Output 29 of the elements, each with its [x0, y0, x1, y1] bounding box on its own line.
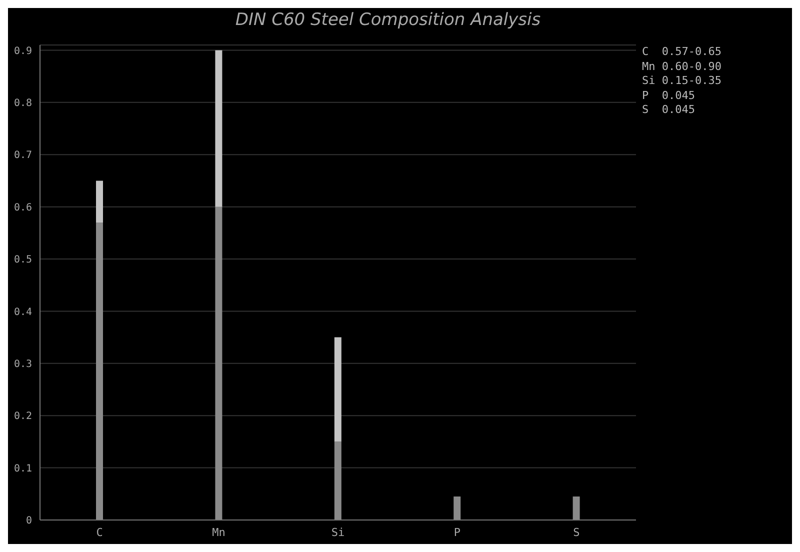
x-tick-label: S [573, 526, 580, 539]
text: Si 0.15-0.35 [642, 74, 722, 88]
chart-title: DIN C60 Steel Composition Analysis [234, 10, 542, 30]
bar [96, 222, 103, 520]
y-tick-label: 0.2 [14, 411, 32, 422]
text: P 0.045 [642, 88, 696, 103]
y-tick-label: 0.5 [14, 254, 32, 266]
x-tick-label: P [454, 526, 461, 539]
bar [334, 337, 342, 442]
bar [572, 496, 580, 520]
y-tick-label: 0.9 [14, 46, 32, 57]
bar [215, 206, 222, 520]
bar [454, 496, 461, 520]
y-tick-label: 0.4 [14, 306, 32, 318]
x-tick-label: C [96, 526, 103, 539]
y-tick-label: 0.7 [14, 150, 32, 162]
bar [334, 442, 342, 520]
bar [215, 50, 222, 207]
y-tick-label: 0.1 [14, 463, 32, 474]
text: S 0.045 [642, 103, 696, 118]
text: Mn 0.60-0.90 [642, 60, 722, 74]
bar [96, 180, 103, 222]
y-tick-label: 0.6 [14, 202, 32, 214]
y-tick-label: 0.3 [14, 358, 32, 370]
x-tick-label: Si [331, 526, 345, 539]
x-tick-label: Mn [212, 526, 226, 539]
y-tick-label: 0.8 [14, 98, 32, 109]
text: C 0.57-0.65 [642, 45, 722, 60]
y-tick-label: 0 [26, 516, 32, 527]
